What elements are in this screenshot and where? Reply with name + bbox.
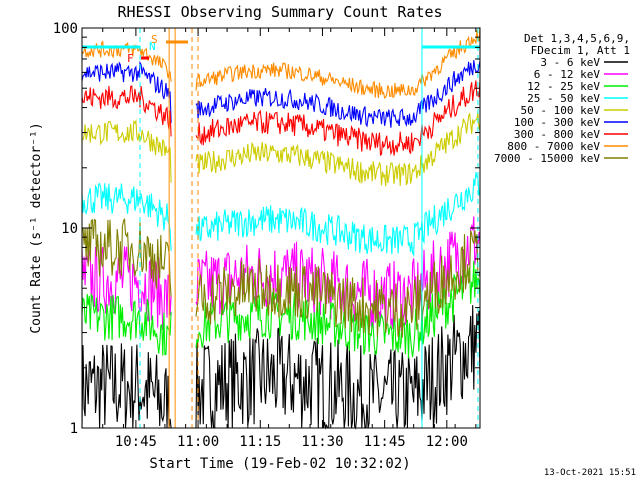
legend-header: FDecim 1, Att 1 <box>531 44 630 57</box>
series-line <box>81 172 481 258</box>
legend-label: 100 - 300 keV <box>514 116 600 129</box>
legend-label: 800 - 7000 keV <box>507 140 600 153</box>
series-line <box>81 27 481 99</box>
flag-f-label: F <box>127 52 134 65</box>
x-tick-label: 11:15 <box>239 434 281 450</box>
series-line <box>81 218 481 338</box>
x-tick-label: 11:30 <box>301 434 343 450</box>
x-tick-label: 11:00 <box>177 434 219 450</box>
series-line <box>82 111 481 187</box>
flag-s-label: S <box>151 33 158 46</box>
series-line <box>81 305 481 430</box>
legend-header: Det 1,3,4,5,6,9, <box>524 32 630 45</box>
footer-date: 13-Oct-2021 15:51 <box>544 468 636 478</box>
series-line <box>81 80 481 157</box>
legend: Det 1,3,4,5,6,9,FDecim 1, Att 13 - 6 keV… <box>494 32 630 165</box>
y-tick-label: 100 <box>53 21 78 37</box>
series-line <box>81 60 481 128</box>
legend-label: 50 - 100 keV <box>521 104 601 117</box>
legend-label: 7000 - 15000 keV <box>494 152 600 165</box>
x-tick-label: 10:45 <box>115 434 157 450</box>
y-tick-label: 10 <box>61 221 78 237</box>
y-axis-label: Count Rate (s⁻¹ detector⁻¹) <box>29 122 44 333</box>
plot-area: N F S <box>81 27 481 430</box>
series-line <box>81 260 481 359</box>
legend-label: 25 - 50 keV <box>527 92 600 105</box>
x-tick-label: 12:00 <box>426 434 468 450</box>
flag-n-label: N <box>149 40 156 53</box>
legend-label: 12 - 25 keV <box>527 80 600 93</box>
x-axis-label: Start Time (19-Feb-02 10:32:02) <box>149 456 410 472</box>
legend-label: 300 - 800 keV <box>514 128 600 141</box>
axes: 10:45 11:00 11:15 11:30 11:45 12:00 1 10 100 <box>53 21 481 450</box>
chart-title: RHESSI Observing Summary Count Rates <box>117 3 442 21</box>
legend-label: 3 - 6 keV <box>540 56 600 69</box>
y-tick-label: 1 <box>70 421 78 437</box>
x-tick-label: 11:45 <box>364 434 406 450</box>
legend-label: 6 - 12 keV <box>534 68 601 81</box>
